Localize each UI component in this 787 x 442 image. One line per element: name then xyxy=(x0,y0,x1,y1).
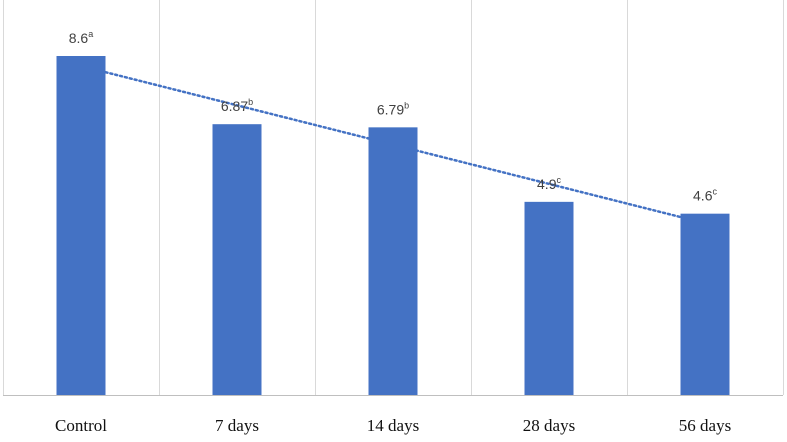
data-label-superscript: c xyxy=(712,187,717,197)
data-label-superscript: c xyxy=(556,175,561,185)
trendline-group xyxy=(104,70,682,219)
trendline xyxy=(104,70,682,219)
data-label-value: 6.79 xyxy=(377,101,404,117)
data-label-superscript: b xyxy=(404,100,409,110)
bar-28-days xyxy=(524,201,574,395)
data-label-value: 4.9 xyxy=(537,176,557,192)
data-label: 8.6a xyxy=(69,29,93,46)
data-label-value: 6.87 xyxy=(221,98,248,114)
category-label: 7 days xyxy=(215,416,259,435)
category-label: Control xyxy=(55,416,107,435)
data-label-superscript: b xyxy=(248,97,253,107)
bar-control xyxy=(56,56,106,395)
bars xyxy=(56,56,730,396)
data-label: 6.87b xyxy=(221,97,253,114)
category-gridlines xyxy=(3,0,784,395)
bar-7-days xyxy=(212,124,262,395)
data-label-value: 4.6 xyxy=(693,188,713,204)
category-label: 14 days xyxy=(367,416,419,435)
category-label: 56 days xyxy=(679,416,731,435)
data-label: 4.6c xyxy=(693,187,717,204)
data-label-value: 8.6 xyxy=(69,30,89,46)
data-label: 4.9c xyxy=(537,175,561,192)
data-label-superscript: a xyxy=(88,29,93,39)
category-labels: Control 7 days 14 days 28 days 56 days xyxy=(55,416,731,435)
bar-14-days xyxy=(368,127,418,396)
bar-56-days xyxy=(680,213,730,395)
category-label: 28 days xyxy=(523,416,575,435)
data-label: 6.79b xyxy=(377,100,409,117)
